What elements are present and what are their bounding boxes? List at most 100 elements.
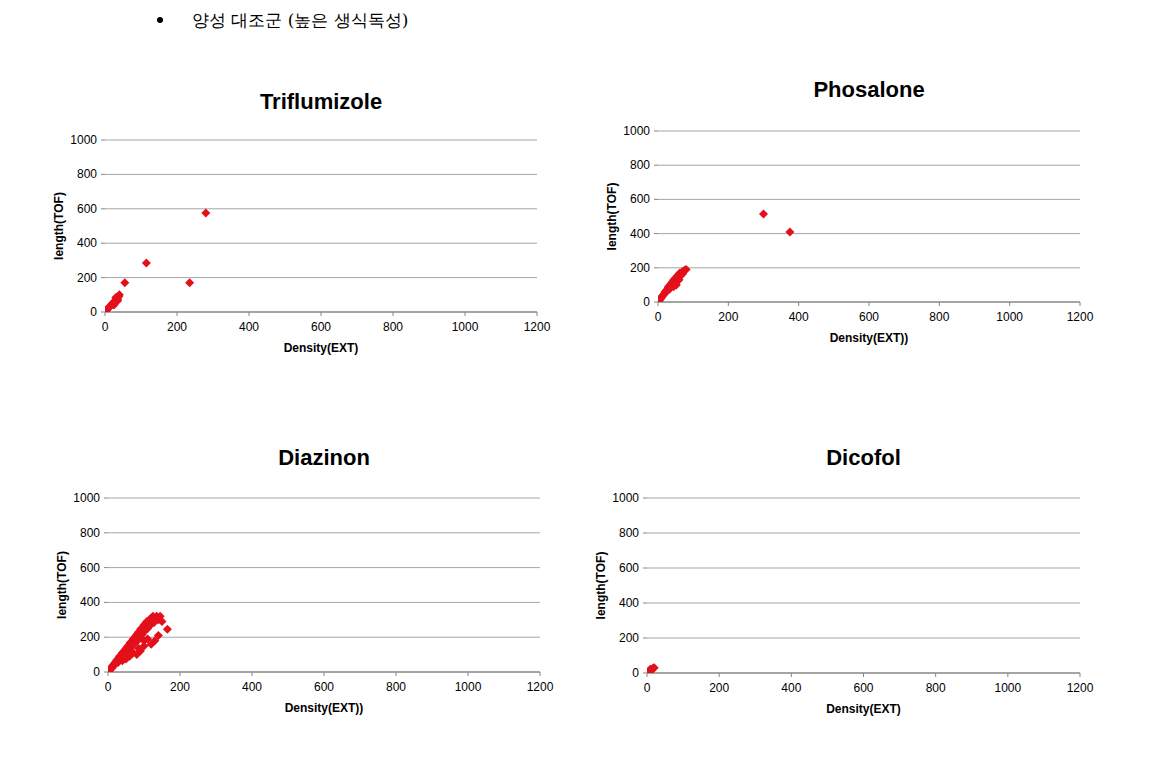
point [785, 227, 794, 236]
y-tick [104, 567, 108, 568]
x-tick [540, 672, 541, 676]
grid-line [647, 568, 1080, 569]
scatter-panel: Phosalone0200400600800100002004006008001… [605, 77, 1094, 345]
y-tick-label: 0 [632, 666, 639, 680]
y-tick [101, 243, 105, 244]
x-tick-label: 1000 [455, 680, 482, 694]
grid-line [105, 174, 537, 175]
x-tick [396, 672, 397, 676]
x-tick [180, 672, 181, 676]
y-tick [643, 533, 647, 534]
x-tick [719, 673, 720, 677]
point [118, 656, 127, 665]
y-tick-label: 600 [630, 192, 650, 206]
x-axis-label: Density(EXT)) [285, 701, 364, 715]
chart-title: Dicofol [826, 445, 901, 470]
y-tick [654, 267, 658, 268]
grid-line [105, 140, 537, 141]
x-tick-label: 0 [105, 680, 112, 694]
y-tick-label: 600 [77, 202, 97, 216]
x-tick-label: 200 [167, 320, 187, 334]
grid-line [108, 602, 540, 603]
point [666, 284, 675, 293]
point [120, 278, 129, 287]
y-tick-label: 1000 [73, 491, 100, 505]
x-tick [869, 302, 870, 306]
x-axis-label: Density(EXT)) [830, 331, 909, 345]
y-tick [654, 302, 658, 303]
y-tick [643, 498, 647, 499]
point [759, 209, 768, 218]
grid-line [105, 243, 537, 244]
x-tick [324, 672, 325, 676]
y-tick-label: 800 [619, 526, 639, 540]
y-tick-label: 1000 [612, 491, 639, 505]
y-tick-label: 600 [80, 561, 100, 575]
x-tick-label: 800 [926, 681, 946, 695]
y-tick-label: 200 [630, 261, 650, 275]
x-tick [863, 673, 864, 677]
y-axis-label: length(TOF) [52, 192, 66, 260]
y-tick [654, 165, 658, 166]
x-tick-label: 200 [718, 310, 738, 324]
y-tick [643, 673, 647, 674]
y-tick [654, 131, 658, 132]
x-tick [1009, 302, 1010, 306]
y-tick [101, 312, 105, 313]
bullet [157, 17, 163, 23]
x-tick [321, 312, 322, 316]
x-tick-label: 0 [102, 320, 109, 334]
x-tick [939, 302, 940, 306]
point [140, 636, 149, 645]
points [105, 209, 210, 312]
y-tick-label: 0 [643, 295, 650, 309]
x-tick [1080, 673, 1081, 677]
grid-line [658, 233, 1080, 234]
y-tick [643, 568, 647, 569]
x-tick [935, 673, 936, 677]
y-tick [104, 672, 108, 673]
y-tick [104, 532, 108, 533]
point [163, 625, 172, 634]
x-tick-label: 400 [781, 681, 801, 695]
grid-line [647, 498, 1080, 499]
scatter-panel: Triflumizole0200400600800100002004006008… [52, 89, 551, 355]
x-axis-label: Density(EXT) [284, 341, 359, 355]
grid-line [108, 637, 540, 638]
grid-line [647, 533, 1080, 534]
y-tick [643, 603, 647, 604]
heading: 양성 대조군 (높은 생식독성) [192, 10, 408, 30]
chart-title: Diazinon [278, 445, 370, 470]
y-tick [101, 208, 105, 209]
x-tick [1080, 302, 1081, 306]
x-tick-label: 600 [314, 680, 334, 694]
point [682, 265, 691, 274]
x-tick-label: 1200 [1067, 681, 1094, 695]
y-tick-label: 600 [619, 561, 639, 575]
y-tick [101, 140, 105, 141]
point [201, 209, 210, 218]
x-tick-label: 0 [655, 310, 662, 324]
y-tick-label: 0 [90, 305, 97, 319]
y-tick-label: 1000 [623, 124, 650, 138]
point [113, 295, 122, 304]
point [158, 617, 167, 626]
y-tick [104, 498, 108, 499]
y-axis-label: length(TOF) [55, 551, 69, 619]
y-tick-label: 400 [80, 595, 100, 609]
point [648, 665, 657, 673]
x-tick [537, 312, 538, 316]
x-tick [798, 302, 799, 306]
grid-line [658, 165, 1080, 166]
y-tick-label: 400 [77, 236, 97, 250]
y-tick [104, 637, 108, 638]
x-tick [252, 672, 253, 676]
x-tick-label: 800 [929, 310, 949, 324]
grid-line [105, 208, 537, 209]
x-tick-label: 200 [170, 680, 190, 694]
points [108, 612, 172, 672]
x-tick-label: 1000 [452, 320, 479, 334]
x-tick [105, 312, 106, 316]
x-tick-label: 600 [853, 681, 873, 695]
y-tick-label: 200 [77, 271, 97, 285]
